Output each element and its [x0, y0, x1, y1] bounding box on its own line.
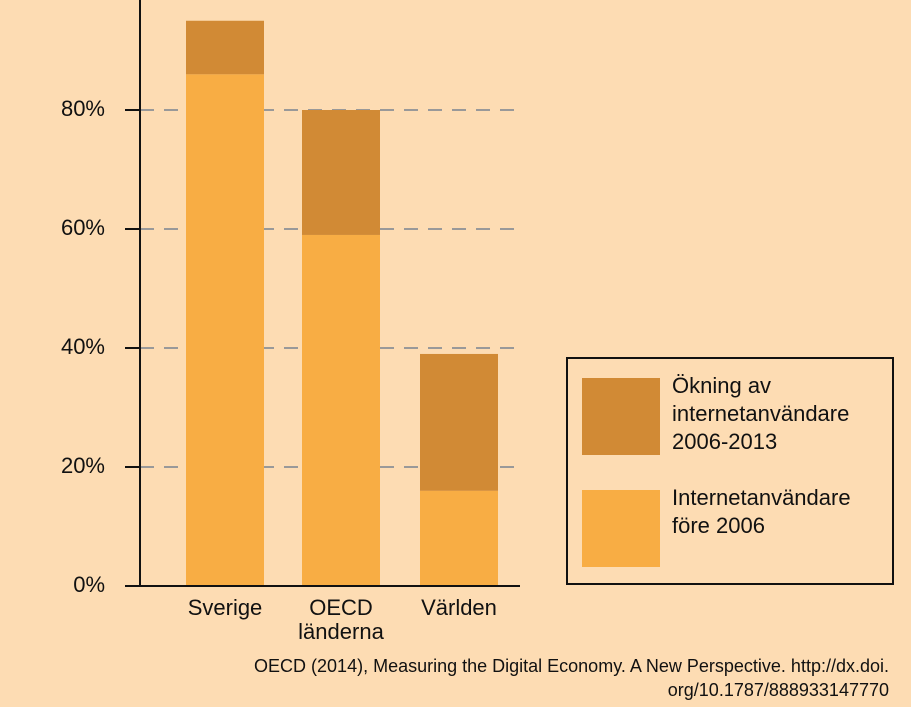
y-tick-label: 100% [49, 0, 105, 2]
y-tick-label: 40% [61, 334, 105, 359]
bar-segment [186, 20, 264, 75]
legend-box [566, 357, 894, 585]
bar-segment [186, 74, 264, 587]
bar-segment [420, 490, 498, 586]
x-tick-label: OECD länderna [298, 595, 384, 644]
y-tick-label: 20% [61, 453, 105, 478]
bar-segment [420, 353, 498, 491]
y-tick-label: 60% [61, 215, 105, 240]
bar-segment [302, 234, 380, 586]
legend-swatch [582, 490, 660, 567]
source-note: org/10.1787/888933147770 [667, 680, 889, 700]
legend-label: Internetanvändare före 2006 [672, 485, 851, 538]
y-tick-label: 0% [73, 572, 105, 597]
x-tick-label: Sverige [187, 595, 263, 620]
bar-segment [302, 110, 380, 235]
y-tick-label: 80% [61, 96, 105, 121]
source-note: OECD (2014), Measuring the Digital Econo… [254, 656, 889, 676]
legend-swatch [582, 378, 660, 455]
x-tick-label: Världen [421, 595, 497, 620]
legend-label: Ökning av internetanvändare 2006-2013 [672, 373, 850, 454]
